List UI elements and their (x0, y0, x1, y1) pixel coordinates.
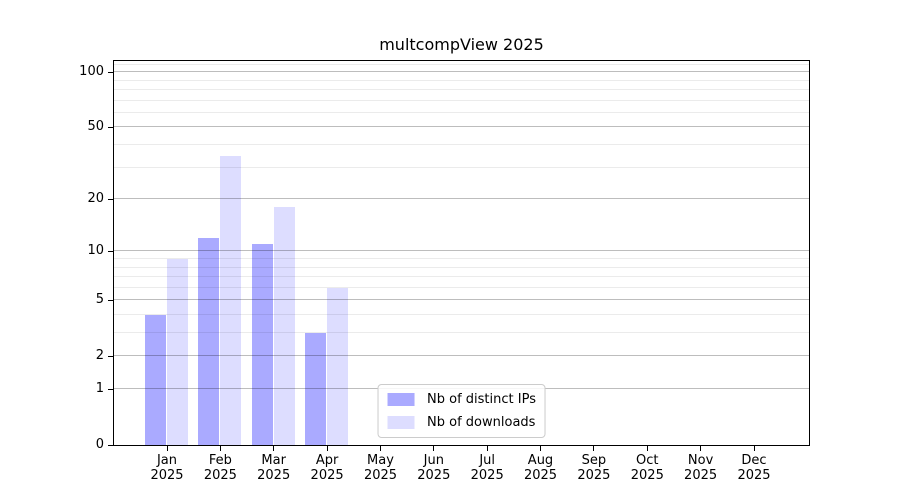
minor-gridline-30 (114, 166, 809, 168)
legend-swatch-downloads (387, 416, 415, 429)
x-tick-year: 2025 (417, 468, 451, 483)
x-tick-mark-jul-2025 (486, 446, 488, 451)
y-tick-label-10: 10 (87, 243, 104, 259)
x-tick-label-mar-2025: Mar 2025 (239, 453, 309, 483)
legend-item-distinct-ips: Nb of distinct IPs (387, 390, 536, 409)
minor-gridline-60 (114, 111, 809, 113)
x-tick-mark-apr-2025 (326, 446, 328, 451)
bar-nb-of-distinct-ips-apr-2025 (305, 333, 327, 445)
x-tick-month: Aug (527, 453, 554, 468)
x-tick-month: Sep (581, 453, 607, 468)
x-tick-mark-jun-2025 (433, 446, 435, 451)
legend-item-downloads: Nb of downloads (387, 413, 536, 432)
x-tick-month: Dec (741, 453, 767, 468)
x-tick-mark-aug-2025 (540, 446, 541, 451)
major-gridline-50 (114, 126, 809, 128)
legend-label-downloads: Nb of downloads (427, 415, 536, 430)
x-tick-mark-sep-2025 (593, 446, 595, 451)
chart-title: multcompView 2025 (379, 35, 544, 54)
x-tick-year: 2025 (363, 468, 398, 483)
bar-nb-of-downloads-apr-2025 (327, 287, 349, 445)
x-tick-month: Jul (479, 453, 496, 468)
major-gridline-20 (114, 198, 809, 200)
major-gridline-100 (114, 71, 809, 73)
x-tick-mark-oct-2025 (646, 446, 648, 451)
x-tick-month: Mar (261, 453, 286, 468)
x-tick-mark-nov-2025 (700, 446, 702, 451)
minor-gridline-70 (114, 99, 809, 101)
minor-gridline-110 (114, 63, 809, 65)
x-tick-year: 2025 (257, 468, 291, 483)
x-tick-year: 2025 (630, 468, 664, 483)
x-tick-label-may-2025: May 2025 (346, 453, 416, 483)
x-tick-label-jan-2025: Jan 2025 (132, 453, 202, 483)
minor-gridline-90 (114, 79, 809, 81)
x-tick-month: Apr (315, 453, 339, 468)
minor-gridline-3 (114, 332, 809, 333)
y-tick-label-50: 50 (87, 119, 104, 135)
x-tick-label-sep-2025: Sep 2025 (559, 453, 629, 483)
x-tick-label-dec-2025: Dec 2025 (719, 453, 789, 483)
x-tick-label-aug-2025: Aug 2025 (506, 453, 576, 483)
x-tick-month: Jun (423, 453, 444, 468)
minor-gridline-4 (114, 314, 809, 315)
y-tick-label-1: 1 (95, 381, 104, 396)
x-tick-label-feb-2025: Feb 2025 (185, 453, 255, 483)
minor-gridline-6 (114, 286, 809, 288)
x-tick-year: 2025 (523, 468, 558, 483)
legend-label-distinct-ips: Nb of distinct IPs (427, 392, 536, 407)
minor-gridline-40 (114, 144, 809, 145)
x-tick-label-oct-2025: Oct 2025 (612, 453, 682, 483)
plot-area: Nb of distinct IPs Nb of downloads (113, 60, 810, 446)
x-tick-month: May (367, 453, 394, 468)
y-tick-label-100: 100 (79, 64, 104, 80)
x-tick-label-jul-2025: Jul 2025 (452, 453, 522, 483)
major-gridline-5 (114, 299, 809, 301)
bar-nb-of-downloads-jan-2025 (167, 259, 188, 445)
minor-gridline-80 (114, 89, 809, 90)
x-tick-mark-may-2025 (380, 446, 381, 451)
minor-gridline-8 (114, 266, 809, 268)
x-tick-month: Oct (636, 453, 659, 468)
minor-gridline-7 (114, 276, 809, 277)
x-tick-label-apr-2025: Apr 2025 (292, 453, 362, 483)
x-tick-mark-jan-2025 (166, 446, 168, 451)
y-tick-label-5: 5 (95, 292, 104, 308)
x-tick-mark-dec-2025 (753, 446, 755, 451)
x-tick-mark-mar-2025 (273, 446, 275, 451)
y-tick-label-20: 20 (87, 191, 104, 207)
x-tick-year: 2025 (310, 468, 344, 483)
bar-nb-of-downloads-mar-2025 (273, 207, 295, 445)
x-tick-year: 2025 (150, 468, 184, 483)
x-tick-year: 2025 (684, 468, 718, 483)
bar-nb-of-distinct-ips-jan-2025 (145, 315, 166, 445)
x-tick-label-jun-2025: Jun 2025 (399, 453, 469, 483)
x-tick-mark-feb-2025 (219, 446, 221, 451)
x-tick-year: 2025 (203, 468, 237, 483)
y-tick-label-0: 0 (95, 437, 104, 452)
legend: Nb of distinct IPs Nb of downloads (377, 384, 546, 438)
minor-gridline-9 (114, 258, 809, 259)
bar-nb-of-distinct-ips-feb-2025 (198, 237, 220, 445)
y-tick-label-2: 2 (95, 348, 104, 364)
major-gridline-10 (114, 250, 809, 252)
x-tick-year: 2025 (737, 468, 771, 483)
x-tick-label-nov-2025: Nov 2025 (666, 453, 736, 483)
x-tick-month: Feb (208, 453, 232, 468)
x-tick-year: 2025 (470, 468, 504, 483)
bar-nb-of-downloads-feb-2025 (220, 155, 242, 445)
x-tick-month: Jan (156, 453, 178, 468)
x-tick-month: Nov (687, 453, 714, 468)
bar-nb-of-distinct-ips-mar-2025 (251, 244, 273, 445)
legend-swatch-distinct-ips (387, 393, 415, 406)
x-tick-year: 2025 (577, 468, 611, 483)
major-gridline-2 (114, 355, 809, 357)
